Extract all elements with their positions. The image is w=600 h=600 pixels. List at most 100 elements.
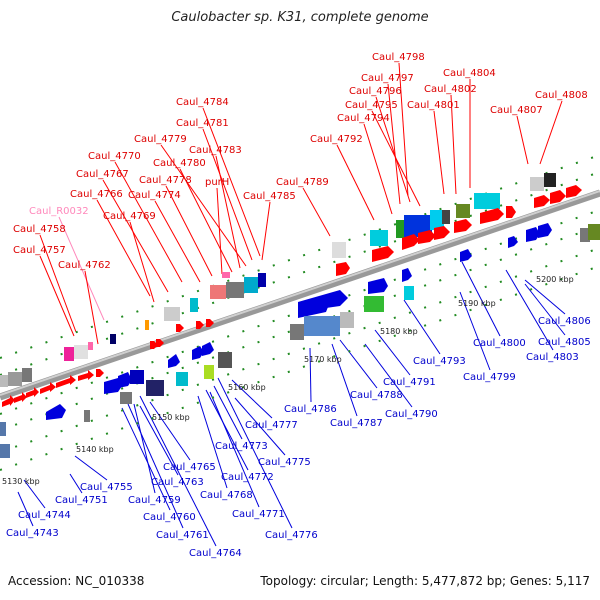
gene-label: Caul_4788 xyxy=(350,390,403,401)
leader-line xyxy=(139,395,217,547)
leader-line xyxy=(39,234,77,333)
leader-line xyxy=(213,385,243,440)
leader-line xyxy=(375,96,411,203)
gene-label: Caul_4774 xyxy=(128,190,181,201)
leader-line xyxy=(336,144,375,221)
leader-line xyxy=(23,479,46,509)
scale-label: 5140 kbp xyxy=(76,445,114,454)
gene-label: Caul_4802 xyxy=(424,84,477,95)
leader-line xyxy=(114,161,183,283)
gene-label: Caul_4769 xyxy=(103,211,156,222)
map-title: Caulobacter sp. K31, complete genome xyxy=(171,10,429,25)
leader-line xyxy=(127,403,184,529)
leader-line xyxy=(433,110,445,195)
gene-label: Caul_4803 xyxy=(526,352,579,363)
gene-label: Caul_4786 xyxy=(284,404,337,415)
gene-label: Caul_4796 xyxy=(349,86,402,97)
bottom-gene-labels: Caul_4806 Caul_4800 Caul_4805 Caul_4803 Caul… xyxy=(6,316,591,559)
leader-line xyxy=(364,343,413,408)
leader-line xyxy=(339,339,378,389)
gene-label: Caul_4772 xyxy=(221,472,274,483)
leader-line xyxy=(461,261,501,337)
gene-label: Caul_4758 xyxy=(13,224,66,235)
gene-label: Caul_4771 xyxy=(232,509,285,520)
gene-label: Caul_4807 xyxy=(490,105,543,116)
leader-lines xyxy=(17,62,566,547)
scale-label: 5190 kbp xyxy=(458,299,496,308)
forward-genes xyxy=(0,173,582,407)
gene-label: Caul_4780 xyxy=(153,158,206,169)
gene-label: Caul_4765 xyxy=(163,462,216,473)
gene-label: Caul_4791 xyxy=(383,377,436,388)
leader-line xyxy=(524,283,566,336)
gene-label: Caul_4751 xyxy=(55,495,108,506)
gene-label: Caul_4779 xyxy=(134,134,187,145)
gene-label: Caul_4783 xyxy=(189,145,242,156)
gene-label: Caul_4755 xyxy=(80,482,133,493)
leader-line xyxy=(121,407,171,511)
leader-line xyxy=(302,187,331,237)
scale-label: 5150 kbp xyxy=(152,413,190,422)
leader-line xyxy=(202,107,261,257)
leader-line xyxy=(102,179,169,293)
leader-line xyxy=(261,201,271,261)
leader-line xyxy=(387,83,401,205)
leader-line xyxy=(69,473,83,494)
leader-line xyxy=(217,377,293,529)
gene-label: Caul_4762 xyxy=(58,260,111,271)
accession-text: Accession: NC_010338 xyxy=(8,574,145,588)
gene-label: Caul_4797 xyxy=(361,73,414,84)
leader-line xyxy=(459,291,491,371)
leader-line xyxy=(205,389,249,471)
leader-line xyxy=(160,144,247,267)
gene-label: Caul_4778 xyxy=(139,175,192,186)
scale-label: 5160 kbp xyxy=(228,383,266,392)
leader-line xyxy=(84,270,99,345)
gene-label: Caul_4776 xyxy=(265,530,318,541)
gene-label: Caul_4806 xyxy=(538,316,591,327)
leader-line xyxy=(215,155,241,269)
top-gene-labels: Caul_4798 Caul_4804 Caul_4797 Caul_4796 Caul… xyxy=(13,52,588,271)
leader-line xyxy=(96,199,151,297)
gene-label: Caul_4792 xyxy=(310,134,363,145)
gene-label: Caul_4801 xyxy=(407,100,460,111)
gene-label: Caul_R0032 xyxy=(29,206,89,217)
scale-labels: 5130 kbp 5140 kbp 5150 kbp 5160 kbp 5170… xyxy=(2,275,574,486)
tick-tracks xyxy=(0,154,600,471)
gene-label: Caul_4781 xyxy=(176,118,229,129)
leader-line xyxy=(58,216,105,321)
scale-label: 5170 kbp xyxy=(304,355,342,364)
leader-line xyxy=(139,405,179,476)
leader-line xyxy=(133,403,156,494)
reverse-genes xyxy=(0,223,600,458)
leader-line xyxy=(129,221,155,303)
gene-label: Caul_4784 xyxy=(176,97,229,108)
scale-label: 5180 kbp xyxy=(380,327,418,336)
gene-label: Caul_4759 xyxy=(128,495,181,506)
leader-line xyxy=(202,128,253,261)
leader-line xyxy=(374,329,411,376)
leader-line xyxy=(309,347,312,403)
gene-label: Caul_4760 xyxy=(143,512,196,523)
leader-line xyxy=(403,299,441,355)
gene-label: Caul_4773 xyxy=(215,441,268,452)
gene-label: Caul_4800 xyxy=(473,338,526,349)
gene-label: Caul_4761 xyxy=(156,530,209,541)
gene-label: Caul_4767 xyxy=(76,169,129,180)
leader-line xyxy=(516,115,529,165)
gene-label: Caul_4804 xyxy=(443,68,496,79)
leader-line xyxy=(331,343,358,417)
leader-line xyxy=(17,491,34,527)
gene-label: Caul_4743 xyxy=(6,528,59,539)
leader-line xyxy=(209,391,260,508)
leader-line xyxy=(363,123,393,215)
gene-label: Caul_4808 xyxy=(535,90,588,101)
gene-label: Caul_4787 xyxy=(330,418,383,429)
leader-line xyxy=(524,279,566,315)
scale-label: 5130 kbp xyxy=(2,477,40,486)
leader-line xyxy=(149,401,191,461)
leader-line xyxy=(231,379,273,419)
leader-line xyxy=(74,455,108,481)
gene-label: Caul_4794 xyxy=(337,113,390,124)
